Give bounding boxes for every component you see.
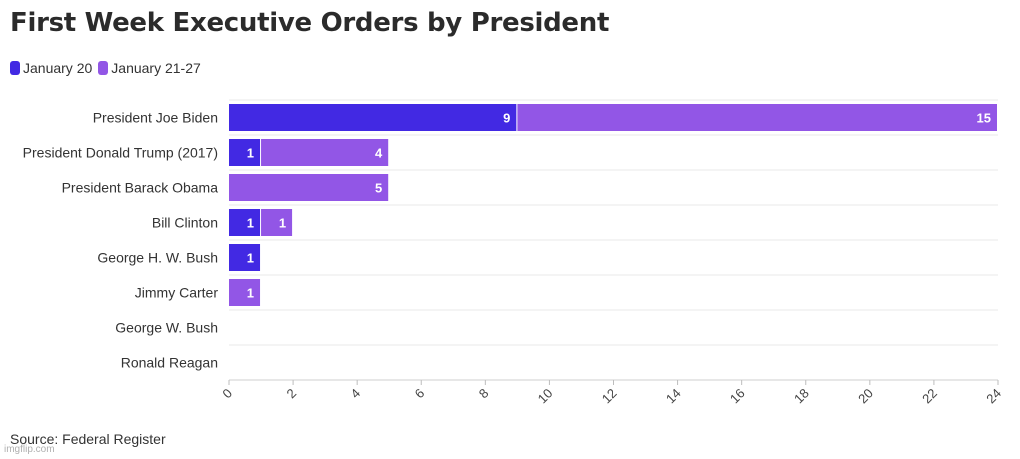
x-tick-label: 6	[412, 386, 428, 402]
chart-title: First Week Executive Orders by President	[10, 8, 610, 38]
x-tick-label: 24	[983, 386, 1004, 407]
category-label: George H. W. Bush	[97, 250, 218, 266]
legend-swatch-january-21-27	[98, 61, 109, 75]
category-label: George W. Bush	[115, 320, 218, 336]
data-label: 1	[247, 216, 254, 231]
x-tick-label: 0	[219, 386, 235, 402]
x-tick-label: 12	[599, 386, 620, 407]
data-label: 1	[247, 146, 254, 161]
category-label: Bill Clinton	[152, 215, 218, 231]
bar-january-21-27	[261, 209, 293, 236]
category-label: President Joe Biden	[93, 110, 218, 126]
x-tick-label: 18	[791, 386, 812, 407]
legend: January 20 January 21-27	[10, 60, 207, 76]
bar-january-21-27	[517, 104, 997, 131]
x-tick-label: 4	[348, 386, 364, 402]
legend-item-january-20: January 20	[10, 60, 92, 76]
data-label: 9	[503, 111, 510, 126]
source-note: Source: Federal Register	[10, 431, 166, 447]
x-tick-label: 22	[919, 386, 940, 407]
bar-january-20	[229, 244, 261, 271]
bar-january-21-27	[229, 174, 389, 201]
legend-label-january-20: January 20	[23, 60, 93, 76]
x-tick-label: 8	[476, 386, 492, 402]
data-label: 1	[247, 251, 254, 266]
bar-january-21-27	[261, 139, 389, 166]
legend-item-january-21-27: January 21-27	[98, 60, 201, 76]
bar-january-20	[229, 139, 261, 166]
legend-swatch-january-20	[10, 61, 20, 75]
watermark: imgflip.com	[4, 444, 55, 455]
data-label: 4	[375, 146, 383, 161]
bar-january-20	[229, 209, 261, 236]
category-label: President Barack Obama	[62, 180, 219, 196]
category-label: President Donald Trump (2017)	[23, 145, 218, 161]
x-tick-label: 10	[535, 386, 556, 407]
x-tick-label: 20	[855, 386, 876, 407]
data-label: 1	[247, 286, 254, 301]
category-label: Ronald Reagan	[121, 355, 218, 371]
bar-january-20	[229, 104, 517, 131]
data-label: 5	[375, 181, 382, 196]
data-label: 1	[279, 216, 286, 231]
data-label: 15	[977, 111, 991, 126]
category-label: Jimmy Carter	[135, 285, 219, 301]
x-tick-label: 2	[283, 386, 299, 402]
x-tick-label: 14	[663, 386, 684, 407]
bar-january-21-27	[229, 279, 261, 306]
legend-label-january-21-27: January 21-27	[111, 60, 201, 76]
x-tick-label: 16	[727, 386, 748, 407]
